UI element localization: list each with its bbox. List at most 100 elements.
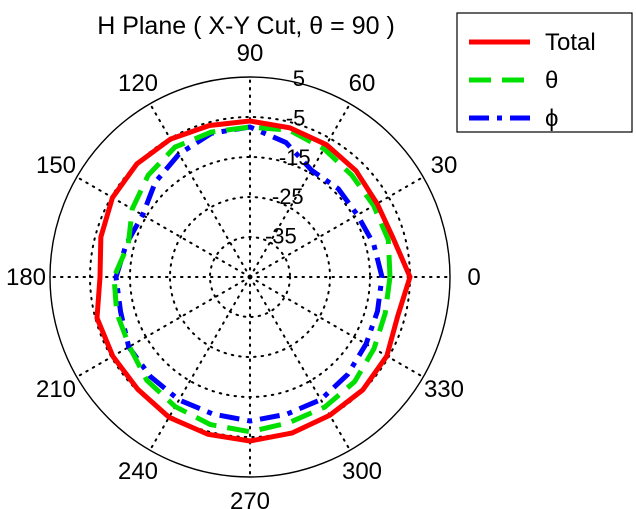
grid-spoke-5 bbox=[75, 176, 251, 278]
series-1-point-12 bbox=[113, 276, 115, 278]
series-2-point-12 bbox=[115, 276, 117, 278]
series-1-point-19 bbox=[288, 422, 290, 424]
series-0-point-12 bbox=[99, 276, 101, 278]
series-2-point-11 bbox=[125, 243, 127, 245]
series-2 bbox=[113, 124, 385, 424]
series-2-point-18 bbox=[249, 420, 251, 422]
grid-spoke-1 bbox=[249, 176, 425, 278]
series-1-point-13 bbox=[116, 312, 118, 314]
series-0-point-18 bbox=[249, 440, 251, 442]
series-2-point-10 bbox=[142, 214, 144, 216]
series-0-point-17 bbox=[207, 433, 209, 435]
grid-spoke-4 bbox=[149, 102, 251, 278]
series-0-point-14 bbox=[112, 355, 114, 357]
series-1-point-4 bbox=[323, 148, 325, 150]
series-2-point-20 bbox=[320, 399, 322, 401]
legend-label-0: Total bbox=[545, 29, 596, 56]
radial-label-4: -35 bbox=[265, 224, 297, 249]
series-2-point-13 bbox=[120, 311, 122, 313]
series-0-point-21 bbox=[362, 389, 364, 391]
series-0-point-10 bbox=[111, 197, 113, 199]
series-1-point-21 bbox=[354, 381, 356, 383]
angle-label-300: 300 bbox=[342, 458, 382, 485]
series-1-point-6 bbox=[249, 126, 251, 128]
legend-box bbox=[456, 12, 633, 133]
series-line-2 bbox=[113, 124, 385, 424]
series-2-point-1 bbox=[373, 243, 375, 245]
radial-label-2: -15 bbox=[279, 145, 311, 170]
series-1-point-20 bbox=[324, 406, 326, 408]
series-2-point-5 bbox=[285, 142, 287, 144]
series-1-point-10 bbox=[131, 208, 133, 210]
series-2-point-8 bbox=[178, 153, 180, 155]
series-layer bbox=[94, 118, 413, 444]
series-2-point-9 bbox=[154, 181, 156, 183]
angle-label-0: 0 bbox=[467, 264, 480, 291]
series-0-point-23 bbox=[397, 316, 399, 318]
radial-label-1: -5 bbox=[286, 105, 306, 130]
series-2-point-22 bbox=[365, 343, 367, 345]
legend-label-1: θ bbox=[545, 67, 558, 94]
series-0-point-9 bbox=[136, 163, 138, 165]
polar-grid bbox=[49, 76, 451, 478]
grid-spoke-8 bbox=[149, 276, 251, 452]
series-0-point-7 bbox=[208, 125, 210, 127]
series-2-point-0 bbox=[381, 276, 383, 278]
outer-boundary bbox=[49, 76, 451, 478]
legend-label-2: ϕ bbox=[545, 105, 558, 132]
series-0-point-2 bbox=[376, 203, 378, 205]
series-0-point-3 bbox=[355, 170, 357, 172]
series-1-point-11 bbox=[127, 243, 129, 245]
angle-label-240: 240 bbox=[118, 458, 158, 485]
series-0-point-15 bbox=[137, 388, 139, 390]
series-2-point-2 bbox=[356, 214, 358, 216]
angle-label-180: 180 bbox=[6, 264, 46, 291]
series-1-point-3 bbox=[351, 174, 353, 176]
series-2-point-4 bbox=[311, 169, 313, 171]
series-1-point-1 bbox=[387, 239, 389, 241]
angle-label-150: 150 bbox=[36, 152, 76, 179]
series-1-point-23 bbox=[384, 312, 386, 314]
angle-labels: 0 30 60 90 120 150 180 210 240 270 300 330 bbox=[6, 40, 481, 509]
series-2-point-17 bbox=[212, 413, 214, 415]
series-1-point-18 bbox=[249, 431, 251, 433]
series-0-point-6 bbox=[249, 120, 251, 122]
angle-label-120: 120 bbox=[118, 70, 158, 97]
series-1-point-2 bbox=[373, 205, 375, 207]
series-0-point-19 bbox=[291, 432, 293, 434]
legend-items: Total θϕ bbox=[469, 29, 596, 132]
angle-label-270: 270 bbox=[230, 488, 270, 509]
series-1-point-14 bbox=[128, 346, 130, 348]
grid-spoke-7 bbox=[75, 276, 251, 378]
series-2-point-3 bbox=[337, 188, 339, 190]
series-2-point-19 bbox=[286, 413, 288, 415]
series-1-point-0 bbox=[389, 276, 391, 278]
chart-title: H Plane ( X-Y Cut, θ = 90 ) bbox=[97, 12, 395, 40]
radial-label-0: 5 bbox=[293, 66, 305, 91]
series-1 bbox=[111, 124, 393, 435]
series-1-point-15 bbox=[146, 379, 148, 381]
radial-labels: 5 -5 -15 -25 -35 bbox=[265, 66, 311, 249]
series-1-point-16 bbox=[174, 406, 176, 408]
series-1-point-8 bbox=[174, 146, 176, 148]
series-0-point-20 bbox=[329, 414, 331, 416]
grid-spoke-11 bbox=[249, 276, 425, 378]
series-0-point-13 bbox=[96, 317, 98, 319]
grid-spoke-2 bbox=[249, 102, 351, 278]
series-0-point-1 bbox=[392, 238, 394, 240]
grid-ring-3 bbox=[169, 196, 331, 358]
angle-label-30: 30 bbox=[431, 152, 458, 179]
grid-spoke-10 bbox=[249, 276, 351, 452]
series-0-point-16 bbox=[168, 416, 170, 418]
series-0-point-8 bbox=[169, 138, 171, 140]
series-line-0 bbox=[94, 118, 413, 444]
angle-label-210: 210 bbox=[36, 376, 76, 403]
series-line-1 bbox=[111, 124, 393, 435]
series-0-point-11 bbox=[100, 236, 102, 238]
legend: Total θϕ bbox=[456, 12, 633, 133]
series-0-point-22 bbox=[386, 355, 388, 357]
angle-label-60: 60 bbox=[349, 70, 376, 97]
series-1-point-9 bbox=[147, 174, 149, 176]
grid-spokes bbox=[49, 76, 451, 478]
